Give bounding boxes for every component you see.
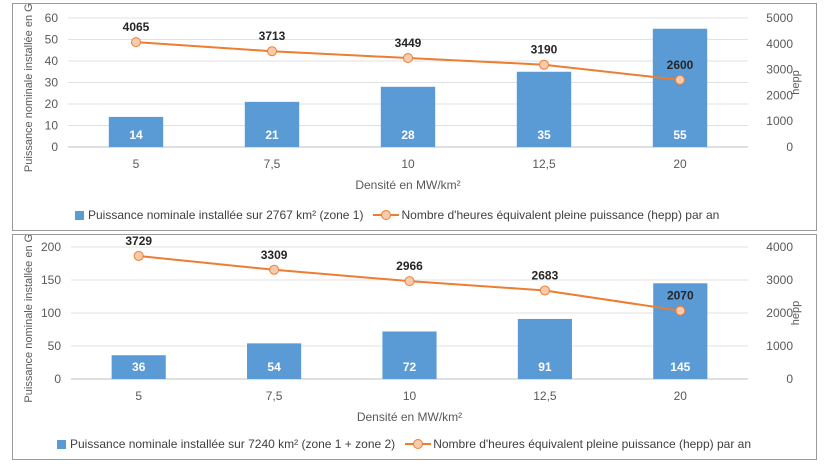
legend-bar-swatch [57,439,66,449]
zone1-x-tick: 7,5 [264,157,281,171]
zone1-y-tick: 60 [45,11,59,25]
zone1-y-axis-title: Puissance nominale installée en GW [23,4,35,172]
zone12-x-axis-title: Densité en MW/km² [357,410,462,424]
zone12-bar-label: 72 [403,360,417,374]
zone1-line-point [403,53,413,64]
zone12-y-tick: 200 [41,240,61,254]
legend-line-label: Nombre d'heures équivalent pleine puissa… [401,208,720,222]
zone12-bar-label: 36 [132,360,146,374]
zone1-y2-tick: 2000 [766,88,793,102]
legend-line-swatch [405,439,432,449]
zone1-y2-axis-title: hepp [790,70,802,94]
zone12-y-axis-title: Puissance nominale installée en GW [23,235,35,403]
zone1-bar [108,116,164,147]
zone12-bar-label: 91 [538,360,552,374]
zone1-line-label: 2600 [667,58,694,72]
zone12-line-label: 2966 [396,259,423,273]
legend-zone12: Puissance nominale installée sur 7240 km… [57,437,751,451]
zone12-bar [653,283,708,379]
zone12-line-label: 3729 [125,235,152,248]
zone1-bar-label: 35 [537,128,551,142]
zone1-y2-tick: 4000 [766,37,793,51]
zone1-y2-tick: 5000 [766,11,793,25]
zone12-y-tick: 100 [41,306,61,320]
zone1-bar-label: 28 [401,128,415,142]
zone12-y2-tick: 3000 [766,273,793,287]
legend-bar-label: Puissance nominale installée sur 2767 km… [88,208,364,222]
zone1-line-point [131,37,141,48]
zone1-y2-tick: 0 [786,140,793,154]
legend-line-swatch [373,210,400,220]
zone1-y2-tick: 3000 [766,63,793,77]
zone1-bar [652,28,708,147]
zone12-line-label: 3309 [261,248,288,262]
zone12-y-tick: 150 [41,273,61,287]
zone12-y2-tick: 4000 [766,240,793,254]
zone1-line-point [539,59,549,70]
zone12-y2-tick: 0 [786,372,793,386]
zone1-x-tick: 20 [673,157,687,171]
zone12-bar [382,331,437,379]
legend-zone1: Puissance nominale installée sur 2767 km… [75,208,719,222]
zone1-y-tick: 20 [45,97,59,111]
zone1-bar-label: 55 [673,128,687,142]
zone12-line-point [675,305,686,316]
zone1-line-label: 3449 [395,36,422,50]
zone12-line-point [404,276,415,287]
zone1-line-label: 3713 [259,29,286,43]
zone12-bar [517,318,572,379]
zone12-y2-tick: 2000 [766,306,793,320]
zone1-line-label: 3190 [531,43,558,57]
zone12-line-point [133,250,144,261]
zone12-bar-label: 54 [267,360,281,374]
zone1-bar [516,71,572,147]
zone12-line-point [539,285,550,296]
zone1-line-label: 4065 [123,20,150,34]
zone1-x-axis-title: Densité en MW/km² [355,178,460,192]
chart-panel-zone1-zone2: 0 50 100 150 200 0 1000 2000 3000 4000 36 54 72 91 145… [12,234,817,460]
chart-panel-zone1: 0 10 20 30 40 50 60 0 1000 2000 3000 4000 5000 14 21 28… [12,3,817,231]
zone1-y-tick: 50 [45,33,59,47]
legend-bar-label: Puissance nominale installée sur 7240 km… [70,437,396,451]
zone12-bar [111,355,166,379]
zone1-y-tick: 30 [45,76,59,90]
zone1-bar-label: 14 [129,128,143,142]
zone12-x-tick: 12,5 [533,389,557,403]
zone12-y2-tick: 1000 [766,339,793,353]
zone1-line-point [267,46,277,57]
zone12-line-label: 2070 [667,289,694,303]
zone1-x-tick: 10 [401,157,415,171]
zone1-y-tick: 10 [45,119,59,133]
zone1-y-tick: 0 [51,140,58,154]
zone1-x-tick: 5 [133,157,140,171]
zone1-x-tick: 12,5 [532,157,556,171]
zone1-bar [380,86,436,147]
zone12-line-label: 2683 [532,268,559,282]
legend-line-label: Nombre d'heures équivalent pleine puissa… [433,437,752,451]
zone1-bar [244,101,300,147]
zone12-x-tick: 7,5 [266,389,283,403]
zone12-y-tick: 0 [54,372,61,386]
legend-bar-swatch [75,210,84,220]
zone12-x-tick: 10 [403,389,417,403]
zone12-bar-label: 145 [670,360,690,374]
zone12-y2-axis-title: hepp [790,301,802,325]
chart-zone1-plot: 0 10 20 30 40 50 60 0 1000 2000 3000 4000 5000 14 21 28… [23,4,802,192]
zone12-x-tick: 5 [135,389,142,403]
zone12-bar [247,343,302,379]
zone12-line-point [269,264,280,275]
zone1-y-tick: 40 [45,54,59,68]
zone12-y-tick: 50 [48,339,62,353]
zone12-x-tick: 20 [674,389,688,403]
zone1-y2-tick: 1000 [766,114,793,128]
zone1-bar-label: 21 [265,128,279,142]
zone1-line-point [675,74,685,85]
